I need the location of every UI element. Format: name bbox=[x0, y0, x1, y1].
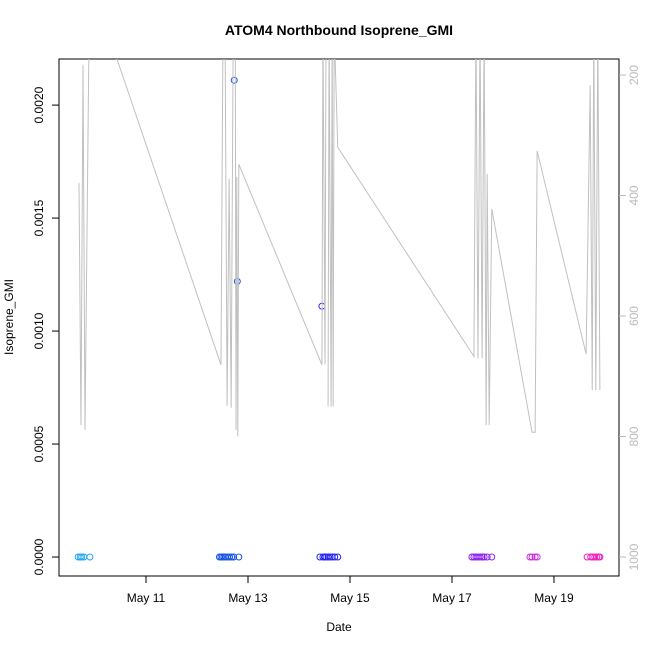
y2-tick-label: 600 bbox=[627, 306, 641, 326]
y-tick-label: 0.0000 bbox=[32, 538, 46, 575]
point bbox=[326, 553, 334, 561]
point bbox=[228, 553, 236, 561]
point bbox=[478, 553, 486, 561]
plot-frame bbox=[58, 58, 620, 577]
point bbox=[483, 553, 491, 561]
point bbox=[528, 553, 536, 561]
plot-area bbox=[74, 59, 604, 561]
y-tick-label: 0.0020 bbox=[32, 86, 46, 123]
x-tick-label: May 19 bbox=[534, 591, 574, 605]
pressure-line bbox=[78, 59, 601, 437]
point bbox=[531, 553, 539, 561]
point bbox=[230, 553, 238, 561]
y2-tick-label: 400 bbox=[627, 185, 641, 205]
point bbox=[86, 553, 94, 561]
point bbox=[591, 553, 599, 561]
point bbox=[596, 553, 604, 561]
x-tick-label: May 11 bbox=[127, 591, 166, 605]
y-tick-label: 0.0005 bbox=[32, 425, 46, 462]
point bbox=[226, 553, 234, 561]
point bbox=[235, 553, 243, 561]
y2-tick-label: 200 bbox=[627, 65, 641, 85]
y-tick-label: 0.0015 bbox=[32, 199, 46, 236]
y-tick-label: 0.0010 bbox=[32, 312, 46, 349]
point bbox=[480, 553, 488, 561]
y2-tick-label: 800 bbox=[627, 426, 641, 446]
chart-title: ATOM4 Northbound Isoprene_GMI bbox=[225, 22, 453, 38]
point bbox=[324, 553, 332, 561]
point bbox=[488, 553, 496, 561]
point bbox=[533, 553, 541, 561]
point bbox=[331, 553, 339, 561]
point bbox=[78, 553, 86, 561]
y2-tick-label: 1000 bbox=[627, 543, 641, 570]
x-tick-label: May 15 bbox=[330, 591, 370, 605]
point bbox=[593, 553, 601, 561]
x-tick-label: May 17 bbox=[432, 591, 472, 605]
point bbox=[334, 553, 342, 561]
point bbox=[526, 553, 534, 561]
y-axis-label: Isoprene_GMI bbox=[2, 279, 16, 355]
x-axis-label: Date bbox=[326, 620, 352, 634]
x-tick-label: May 13 bbox=[228, 591, 268, 605]
point bbox=[230, 76, 238, 84]
point bbox=[476, 553, 484, 561]
